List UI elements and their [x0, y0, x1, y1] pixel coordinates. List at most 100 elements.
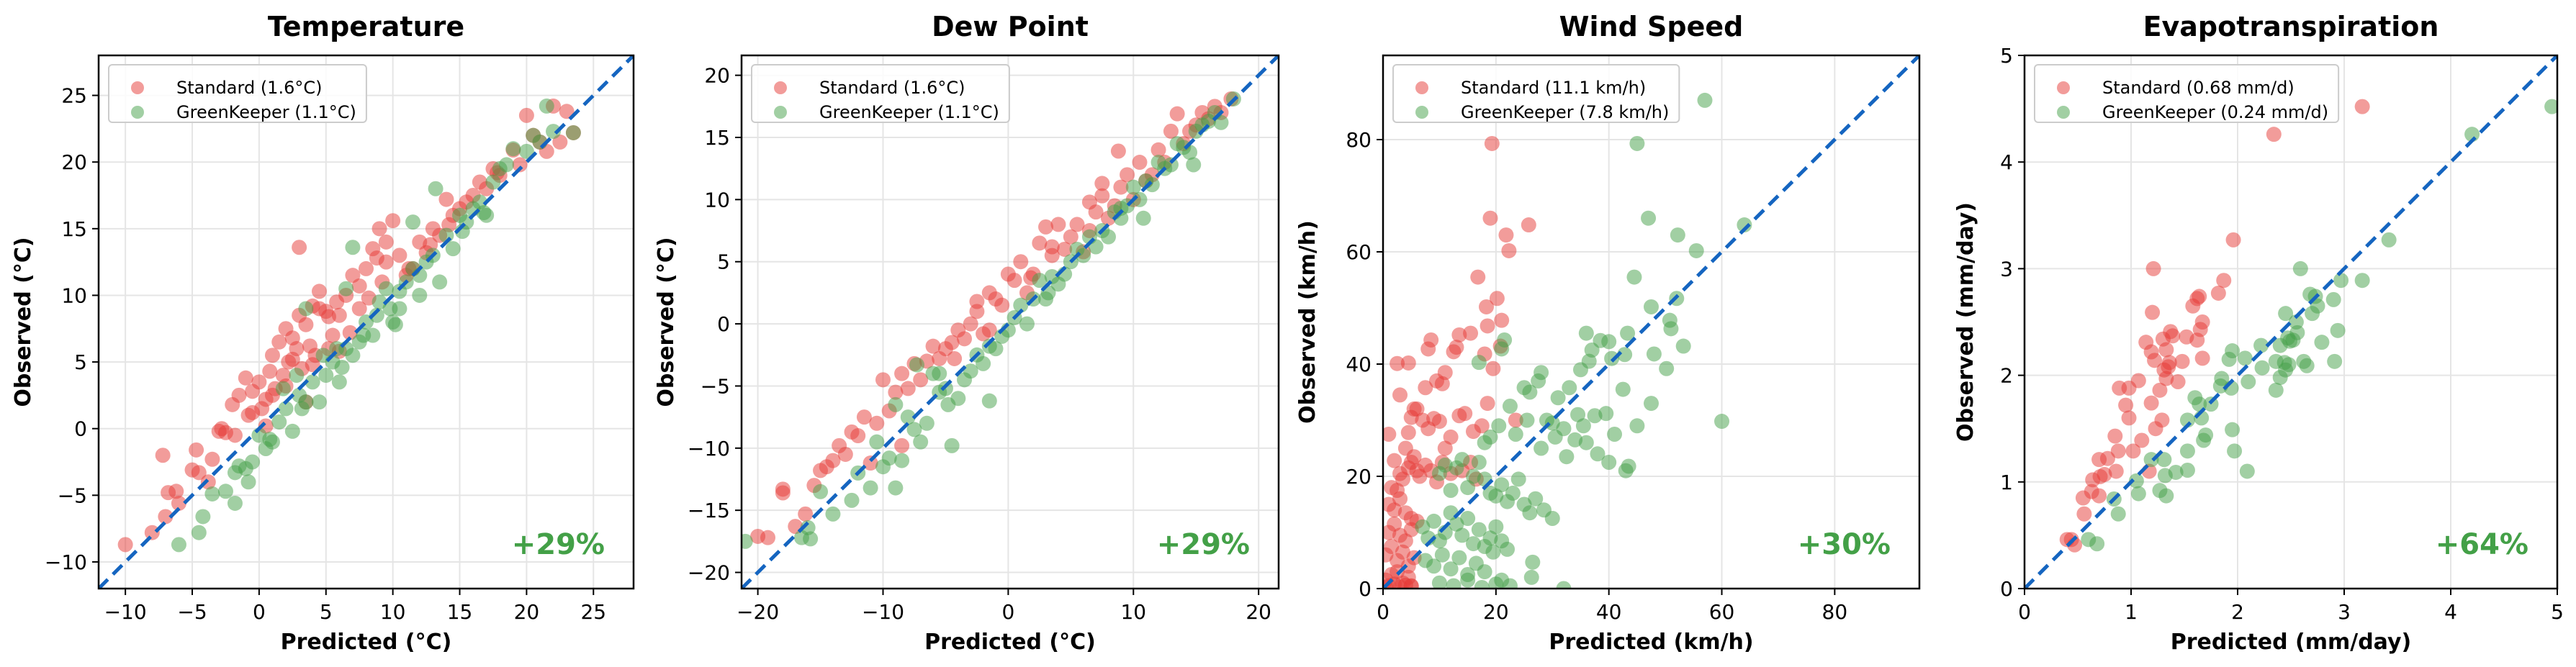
- point-greenkeeper: [2128, 473, 2144, 489]
- point-greenkeeper: [171, 537, 186, 553]
- point-standard: [1094, 188, 1110, 204]
- point-standard: [888, 384, 904, 400]
- y-axis-label: Observed (mm/day): [1953, 202, 1978, 442]
- point-greenkeeper: [2325, 291, 2341, 307]
- point-standard: [378, 234, 394, 250]
- legend-label: GreenKeeper (1.1°C): [819, 102, 999, 122]
- point-standard: [947, 350, 963, 366]
- point-standard: [311, 283, 327, 299]
- x-tick-label: 60: [1709, 600, 1735, 624]
- point-greenkeeper: [539, 98, 554, 114]
- point-greenkeeper: [298, 301, 314, 317]
- point-greenkeeper: [1437, 457, 1453, 473]
- y-axis-label: Observed (°C): [11, 237, 36, 407]
- point-standard: [320, 309, 336, 325]
- point-greenkeeper: [2292, 260, 2308, 276]
- point-greenkeeper: [1567, 432, 1583, 448]
- y-tick-label: 5: [2000, 44, 2013, 68]
- point-standard: [2189, 332, 2205, 348]
- point-standard: [944, 335, 960, 350]
- point-greenkeeper: [1113, 200, 1129, 216]
- point-standard: [1451, 327, 1467, 342]
- point-greenkeeper: [2089, 536, 2105, 552]
- point-greenkeeper: [2289, 325, 2305, 340]
- x-tick-label: 10: [1120, 600, 1146, 624]
- legend-label: GreenKeeper (1.1°C): [176, 102, 356, 122]
- point-greenkeeper: [1510, 471, 1526, 487]
- point-greenkeeper: [1544, 511, 1560, 526]
- y-tick-label: 15: [704, 126, 730, 150]
- series-greenkeeper: [742, 91, 1241, 549]
- x-tick-label: −10: [862, 600, 904, 624]
- point-standard: [2148, 421, 2163, 437]
- y-tick-label: 15: [61, 217, 87, 241]
- point-greenkeeper: [2110, 506, 2126, 522]
- point-standard: [1032, 235, 1048, 251]
- point-standard: [963, 316, 978, 332]
- point-greenkeeper: [2196, 432, 2212, 448]
- point-standard: [1400, 355, 1416, 371]
- point-greenkeeper: [1525, 554, 1541, 570]
- point-greenkeeper: [1446, 578, 1462, 589]
- identity-line: [742, 55, 1279, 589]
- x-tick-label: 0: [1377, 600, 1390, 624]
- x-tick-label: 25: [580, 600, 606, 624]
- point-standard: [342, 325, 358, 340]
- improvement-annotation: +29%: [512, 528, 605, 561]
- point-greenkeeper: [1502, 399, 1518, 414]
- point-standard: [144, 525, 160, 540]
- point-greenkeeper: [1032, 273, 1048, 289]
- legend-marker-greenkeeper: [1415, 106, 1428, 119]
- point-standard: [1521, 217, 1536, 233]
- point-greenkeeper: [1562, 380, 1577, 396]
- point-greenkeeper: [1465, 468, 1481, 484]
- point-greenkeeper: [2227, 443, 2243, 459]
- point-standard: [438, 191, 454, 207]
- point-greenkeeper: [2278, 362, 2294, 378]
- series-standard: [1383, 135, 1536, 589]
- point-greenkeeper: [1508, 427, 1523, 442]
- point-greenkeeper: [485, 174, 501, 190]
- point-greenkeeper: [1646, 346, 1662, 362]
- legend-frame: [1392, 64, 1680, 123]
- point-standard: [1383, 427, 1397, 442]
- point-greenkeeper: [1485, 544, 1501, 560]
- point-greenkeeper: [2314, 335, 2330, 350]
- point-greenkeeper: [1556, 581, 1572, 589]
- legend-marker-greenkeeper: [131, 106, 144, 119]
- point-greenkeeper: [1644, 299, 1659, 314]
- panel-dew-point: −20 −10 0 10 20 −20 −15 −10 −5 0 5 10 15 20 Dew Point P…: [654, 11, 1280, 655]
- point-greenkeeper: [2272, 337, 2288, 353]
- point-standard: [2110, 443, 2126, 459]
- point-standard: [1050, 217, 1066, 232]
- point-greenkeeper: [412, 287, 428, 303]
- point-greenkeeper: [1737, 217, 1752, 233]
- point-greenkeeper: [1477, 564, 1492, 580]
- point-standard: [2145, 304, 2161, 320]
- point-greenkeeper: [2544, 99, 2557, 114]
- y-tick-label: 10: [61, 283, 87, 307]
- point-standard: [1132, 155, 1148, 171]
- point-greenkeeper: [1572, 362, 1588, 378]
- point-standard: [1484, 135, 1500, 151]
- point-standard: [371, 221, 387, 237]
- legend-frame: [751, 64, 1010, 123]
- point-greenkeeper: [2156, 452, 2172, 468]
- point-standard: [1392, 387, 1408, 403]
- panel-evapotranspiration: 0 1 2 3 4 5 0 1 2 3 4 5 Evapotranspiration Predicted …: [1953, 11, 2564, 655]
- x-tick-label: 5: [320, 600, 333, 624]
- legend: Standard (1.6°C) GreenKeeper (1.1°C): [108, 64, 367, 123]
- axes-frame: [97, 54, 635, 590]
- point-greenkeeper: [1598, 406, 1614, 422]
- point-greenkeeper: [1465, 536, 1481, 552]
- point-greenkeeper: [405, 214, 421, 230]
- chart-title: Dew Point: [932, 11, 1089, 42]
- point-greenkeeper: [813, 484, 829, 499]
- point-standard: [518, 107, 534, 123]
- point-greenkeeper: [217, 484, 233, 499]
- point-greenkeeper: [1587, 408, 1603, 424]
- point-greenkeeper: [1523, 569, 1539, 585]
- point-standard: [231, 387, 247, 403]
- point-greenkeeper: [499, 157, 515, 173]
- point-greenkeeper: [1494, 477, 1510, 493]
